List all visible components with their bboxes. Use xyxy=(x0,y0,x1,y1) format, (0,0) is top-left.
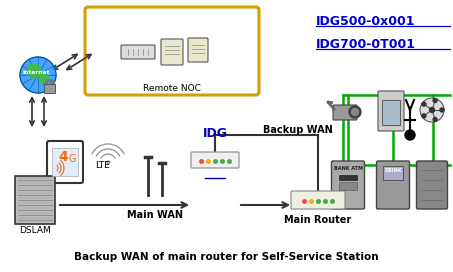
Circle shape xyxy=(349,106,361,118)
Circle shape xyxy=(422,114,426,118)
FancyBboxPatch shape xyxy=(416,161,448,209)
FancyBboxPatch shape xyxy=(332,161,365,209)
Text: IDG500-0x001: IDG500-0x001 xyxy=(316,15,415,28)
FancyBboxPatch shape xyxy=(52,148,78,176)
FancyBboxPatch shape xyxy=(85,7,259,95)
Circle shape xyxy=(440,108,444,112)
Text: IDG: IDG xyxy=(202,127,227,140)
FancyBboxPatch shape xyxy=(291,191,345,209)
FancyBboxPatch shape xyxy=(378,91,404,131)
FancyBboxPatch shape xyxy=(15,176,55,224)
FancyBboxPatch shape xyxy=(191,152,239,168)
FancyBboxPatch shape xyxy=(339,175,357,180)
Text: Backup WAN: Backup WAN xyxy=(263,125,333,135)
FancyBboxPatch shape xyxy=(161,39,183,65)
FancyBboxPatch shape xyxy=(44,85,56,94)
Circle shape xyxy=(39,73,49,83)
Text: Internet: Internet xyxy=(22,70,50,75)
Text: LTE: LTE xyxy=(95,160,110,169)
Text: DSLAM: DSLAM xyxy=(19,226,51,235)
Circle shape xyxy=(420,98,444,122)
Text: Remote NOC: Remote NOC xyxy=(143,84,201,93)
Circle shape xyxy=(20,57,56,93)
Circle shape xyxy=(405,130,415,140)
FancyBboxPatch shape xyxy=(121,45,155,59)
Text: Main WAN: Main WAN xyxy=(127,210,183,220)
Circle shape xyxy=(429,107,434,113)
FancyBboxPatch shape xyxy=(382,100,400,125)
FancyBboxPatch shape xyxy=(47,141,83,183)
FancyBboxPatch shape xyxy=(188,38,208,62)
Text: DRINK: DRINK xyxy=(384,168,402,172)
FancyBboxPatch shape xyxy=(383,166,403,180)
Text: Main Router: Main Router xyxy=(284,215,352,225)
Circle shape xyxy=(422,102,426,106)
Text: 4: 4 xyxy=(58,150,68,164)
FancyBboxPatch shape xyxy=(333,105,357,120)
Text: IDG700-0T001: IDG700-0T001 xyxy=(316,38,416,51)
FancyBboxPatch shape xyxy=(339,182,357,190)
Circle shape xyxy=(352,109,358,116)
Text: G: G xyxy=(68,154,76,164)
Text: Backup WAN of main router for Self-Service Station: Backup WAN of main router for Self-Servi… xyxy=(74,252,378,262)
Circle shape xyxy=(433,98,437,103)
FancyBboxPatch shape xyxy=(376,161,410,209)
Circle shape xyxy=(27,64,41,78)
Circle shape xyxy=(433,118,437,122)
Text: BANK ATM: BANK ATM xyxy=(333,166,362,172)
